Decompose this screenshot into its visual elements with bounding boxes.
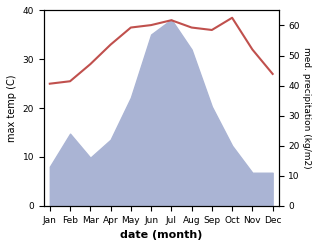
X-axis label: date (month): date (month) xyxy=(120,230,203,240)
Y-axis label: med. precipitation (kg/m2): med. precipitation (kg/m2) xyxy=(302,47,311,169)
Y-axis label: max temp (C): max temp (C) xyxy=(7,74,17,142)
